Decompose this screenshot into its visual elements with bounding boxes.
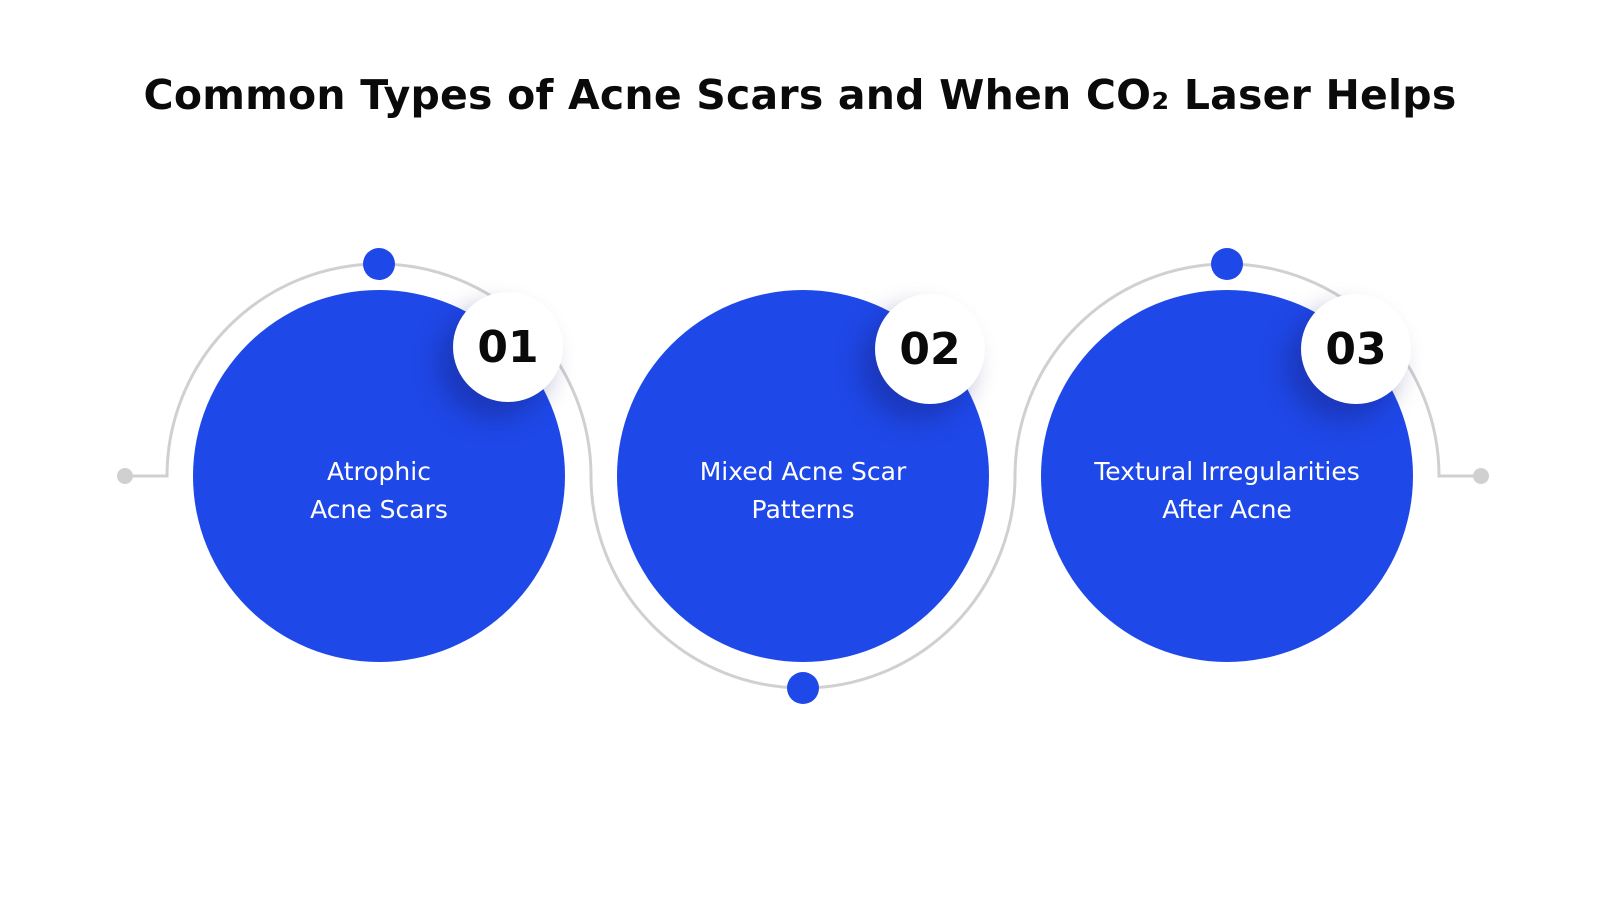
step-1-number-badge: 01	[453, 292, 563, 402]
page-title: Common Types of Acne Scars and When CO₂ …	[143, 71, 1457, 119]
track-dot-top-3	[1211, 248, 1243, 280]
step-2-label-line2: Patterns	[751, 495, 855, 524]
step-2-number-badge: 02	[875, 294, 985, 404]
step-1-label-line2: Acne Scars	[310, 495, 448, 524]
step-3-number-badge: 03	[1301, 294, 1411, 404]
step-3-label-line1: Textural Irregularities	[1094, 457, 1360, 486]
track-dot-bottom-2	[787, 672, 819, 704]
step-3-label: Textural Irregularities After Acne	[1067, 453, 1387, 529]
step-2-label-line1: Mixed Acne Scar	[699, 457, 907, 486]
track-end-dot-left	[117, 468, 133, 484]
step-1-label-line1: Atrophic	[327, 457, 431, 486]
step-1-label: Atrophic Acne Scars	[219, 453, 539, 529]
track-dot-top-1	[363, 248, 395, 280]
step-2-label: Mixed Acne Scar Patterns	[643, 453, 963, 529]
step-3-label-line2: After Acne	[1162, 495, 1292, 524]
track-end-dot-right	[1473, 468, 1489, 484]
